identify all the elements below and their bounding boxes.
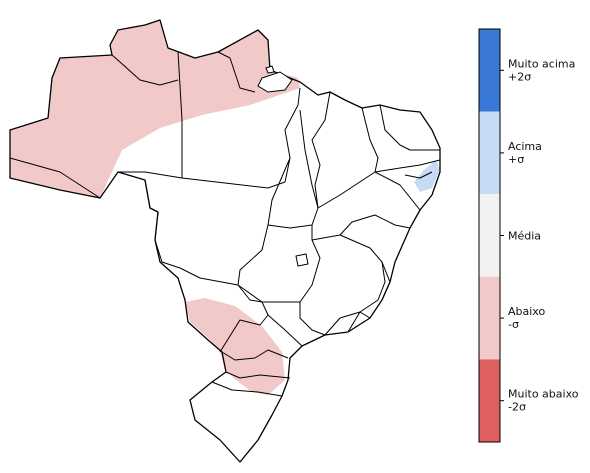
marajo-island	[257, 71, 293, 93]
state-borders	[9, 51, 441, 397]
anomaly-regions	[10, 20, 440, 395]
above-average-region-northeast	[414, 160, 440, 192]
rio-de-janeiro-border	[347, 311, 371, 333]
federal-district	[295, 253, 309, 267]
amazonas-mato-grosso-border	[118, 171, 183, 179]
maranhao-piaui-border	[311, 91, 331, 209]
legend-label: Acima +σ	[508, 140, 542, 166]
legend-label: Muito acima +2σ	[508, 57, 575, 83]
roraima-border	[111, 54, 179, 86]
mato-grosso-goias-border	[179, 267, 239, 286]
legend-colorbar: Muito acima +2σ Acima +σ Média Abaixo -σ Muito …	[478, 28, 579, 443]
legend-frame	[478, 28, 501, 443]
mato-grosso-para-border	[181, 177, 286, 189]
small-island	[265, 65, 275, 74]
rio-grande-do-sul-border	[211, 381, 283, 397]
piaui-ceara-border	[361, 107, 379, 173]
legend-swatch	[479, 111, 500, 195]
amazonas-para-border	[177, 51, 183, 178]
amapa-border	[217, 51, 256, 93]
marajo-islands	[257, 65, 293, 93]
espirito-santo-border	[381, 261, 391, 301]
legend-label: Muito abaixo -2σ	[508, 388, 579, 414]
legend-swatch	[479, 276, 500, 360]
legend-swatch	[479, 194, 500, 277]
para-maranhao-border	[284, 87, 301, 183]
legend-swatch	[479, 29, 500, 112]
legend-swatch	[479, 359, 500, 442]
tocantins-border	[267, 109, 319, 229]
legend-label: Abaixo -σ	[508, 305, 545, 331]
ceara-rn-pb-border	[379, 104, 440, 151]
below-average-region-south	[185, 298, 285, 395]
parana-border	[221, 349, 289, 361]
sao-paulo-border	[267, 314, 303, 347]
minas-bahia-border	[339, 214, 411, 236]
rondonia-border	[144, 179, 181, 269]
pernambuco-border	[374, 159, 441, 173]
alagoas-sergipe-border	[404, 171, 433, 179]
bahia-border	[317, 171, 421, 211]
legend-label: Média	[508, 230, 541, 243]
acre-border	[9, 157, 101, 199]
minas-gerais-border	[299, 234, 386, 336]
below-average-region-north	[10, 20, 300, 198]
goias-border	[237, 224, 321, 303]
santa-catarina-border	[225, 371, 291, 379]
